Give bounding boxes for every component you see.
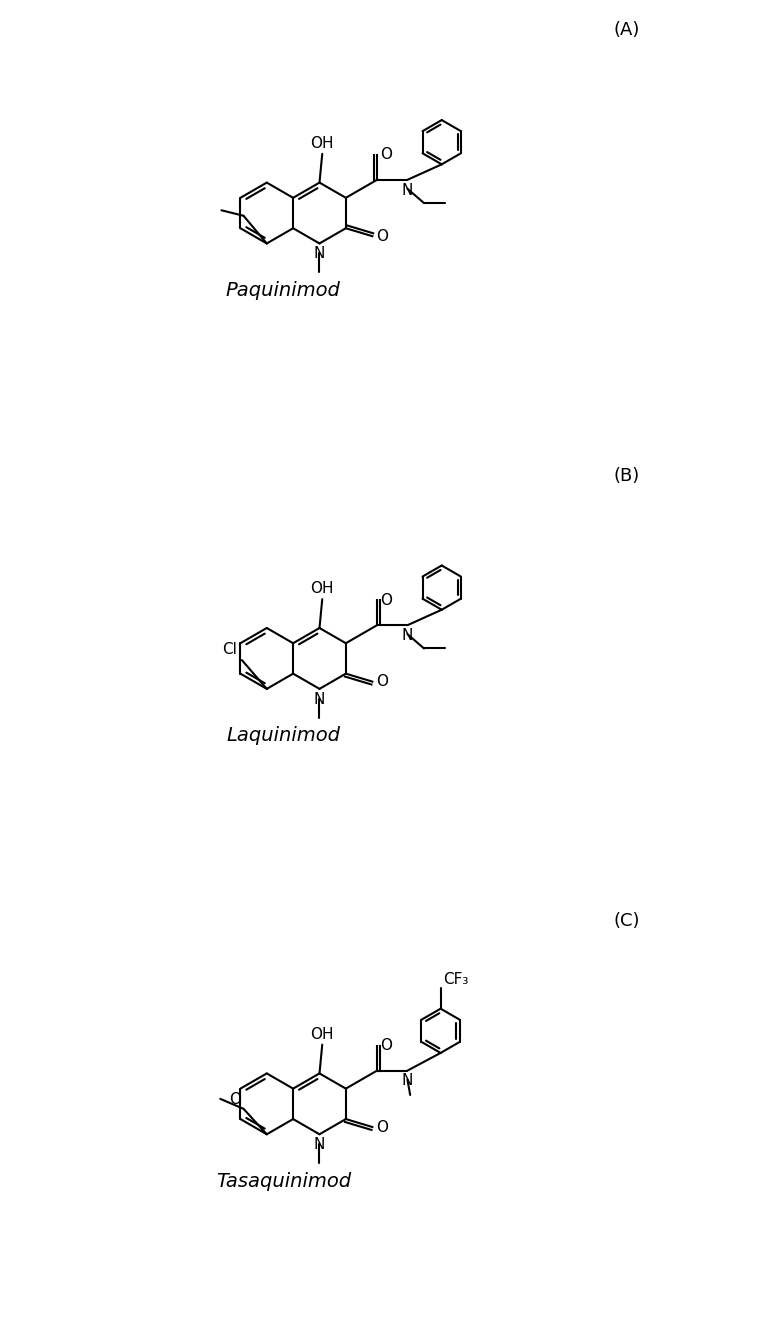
Text: OH: OH — [311, 581, 334, 596]
Text: O: O — [376, 674, 388, 690]
Text: OH: OH — [311, 1027, 334, 1042]
Text: N: N — [314, 692, 325, 707]
Text: O: O — [380, 1038, 392, 1054]
Text: N: N — [402, 628, 413, 643]
Text: OH: OH — [311, 137, 334, 151]
Text: N: N — [402, 182, 413, 198]
Text: O: O — [376, 1119, 388, 1134]
Text: CF₃: CF₃ — [444, 972, 469, 987]
Text: N: N — [402, 1074, 413, 1089]
Text: N: N — [314, 246, 325, 261]
Text: Paquinimod: Paquinimod — [226, 281, 341, 300]
Text: O: O — [376, 229, 388, 244]
Text: Cl: Cl — [222, 641, 238, 656]
Text: O: O — [380, 147, 392, 162]
Text: (A): (A) — [613, 21, 639, 39]
Text: (B): (B) — [613, 467, 639, 485]
Text: O: O — [228, 1091, 241, 1106]
Text: (C): (C) — [613, 912, 639, 931]
Text: O: O — [380, 593, 392, 608]
Text: Tasaquinimod: Tasaquinimod — [216, 1172, 351, 1190]
Text: Laquinimod: Laquinimod — [226, 726, 340, 746]
Text: N: N — [314, 1137, 325, 1152]
